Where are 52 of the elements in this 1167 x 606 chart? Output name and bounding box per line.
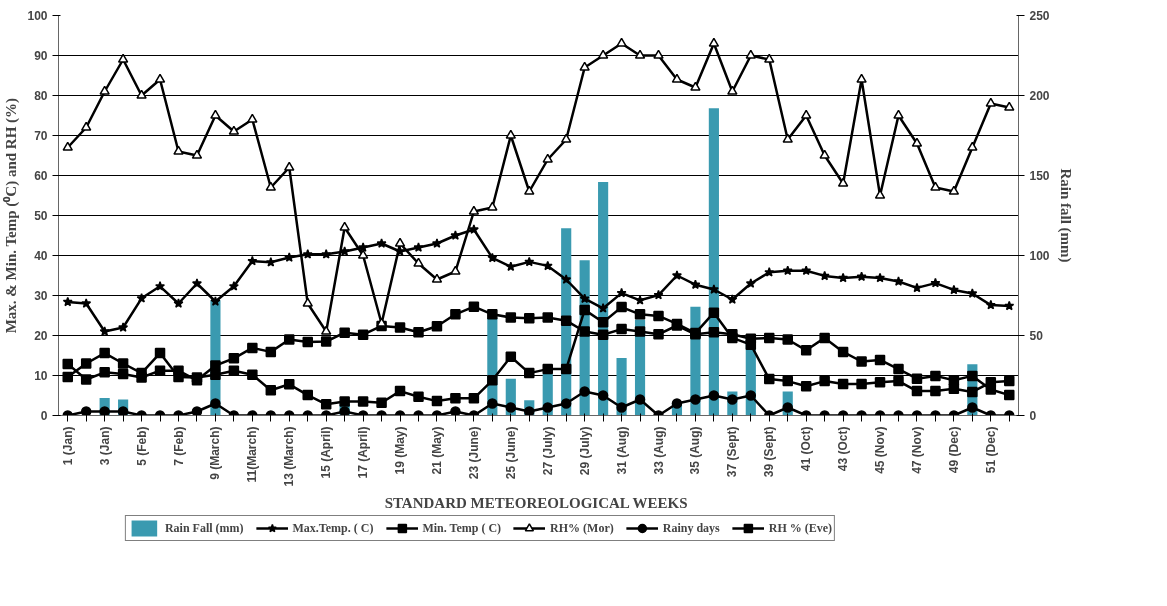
x-tick-label: 9 (March)	[208, 426, 223, 480]
x-tick-label: 15 (April)	[319, 426, 334, 479]
x-tick-label: 21 (May)	[429, 426, 444, 475]
x-tick-label: 7 (Feb)	[171, 426, 186, 466]
y-tick-label: 80	[34, 89, 48, 103]
x-tick-label: 49 (Dec)	[946, 426, 961, 474]
y-tick-label: 50	[34, 209, 48, 223]
y2-tick-label: 100	[1029, 249, 1050, 263]
x-tick-label: 1 (Jan)	[60, 426, 75, 466]
x-tick-label: 51 (Dec)	[983, 426, 998, 474]
x-tick-label: 35 (Aug)	[688, 426, 703, 475]
x-tick-label: 29 (July)	[577, 426, 592, 476]
y-tick-label: 20	[34, 329, 48, 343]
x-tick-label: 27 (July)	[540, 426, 555, 476]
x-tick-label: 37 (Sept)	[725, 426, 740, 478]
legend-label: Min. Temp ( C)	[422, 520, 502, 536]
x-tick-label: 31 (Aug)	[614, 426, 629, 475]
x-tick-label: 33 (Aug)	[651, 426, 666, 475]
legend-label: Rainy days	[662, 520, 720, 536]
y2-tick-label: 250	[1029, 9, 1050, 23]
y-tick-label: 60	[34, 169, 48, 183]
y-tick-label: 40	[34, 249, 48, 263]
y2-axis-title: Rain fall (mm)	[1056, 168, 1074, 263]
x-tick-label: 25 (June)	[503, 426, 518, 480]
x-tick-label: 23 (June)	[466, 426, 481, 480]
legend-label: Max.Temp. ( C)	[292, 520, 374, 536]
y-tick-label: 0	[40, 409, 48, 423]
x-tick-label: 41 (Oct)	[799, 426, 814, 472]
y2-tick-label: 0	[1029, 409, 1037, 423]
x-tick-label: 17 (April)	[356, 426, 371, 479]
x-tick-label: 19 (May)	[393, 426, 408, 475]
x-tick-label: 5 (Feb)	[134, 426, 149, 466]
legend-label: RH % (Eve)	[768, 520, 833, 536]
x-tick-label: 13 (March)	[282, 426, 297, 487]
legend-label: RH% (Mor)	[550, 520, 614, 536]
x-tick-label: 11(March)	[245, 426, 260, 483]
x-tick-label: 39 (Sept)	[762, 426, 777, 478]
legend-label: Rain Fall (mm)	[164, 520, 244, 536]
y2-tick-label: 200	[1029, 89, 1050, 103]
x-tick-label: 43 (Oct)	[836, 426, 851, 472]
x-tick-label: 3 (Jan)	[97, 426, 112, 466]
y-tick-label: 90	[34, 49, 48, 63]
x-tick-label: 45 (Nov)	[873, 426, 888, 474]
y2-tick-label: 50	[1029, 329, 1044, 343]
y-tick-label: 70	[34, 129, 48, 143]
y2-tick-label: 150	[1029, 169, 1050, 183]
x-tick-label: 47 (Nov)	[909, 426, 924, 474]
y-tick-label: 30	[34, 289, 48, 303]
x-axis-title: STANDARD METEOREOLOGICAL WEEKS	[384, 494, 688, 511]
y-tick-label: 10	[34, 369, 48, 383]
y-axis-title: Max. & Min. Temp (⁰C) and RH (%)	[2, 97, 21, 334]
y-tick-label: 100	[27, 9, 48, 23]
